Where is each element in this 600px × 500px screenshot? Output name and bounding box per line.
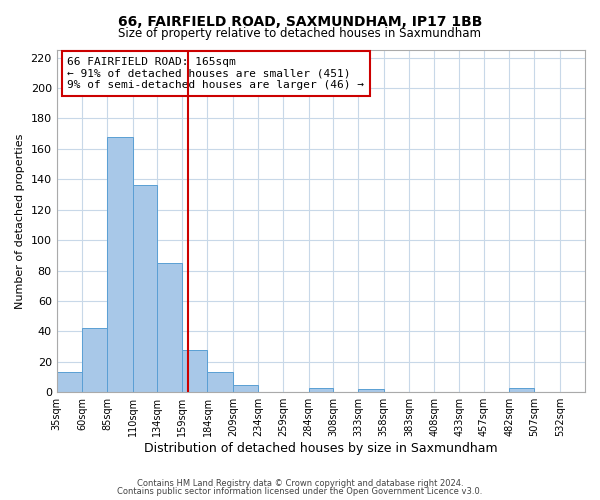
Bar [182,350,208,392]
Text: Contains HM Land Registry data © Crown copyright and database right 2024.: Contains HM Land Registry data © Crown c… [137,478,463,488]
Bar [509,388,535,392]
Bar [233,384,258,392]
Bar [82,328,107,392]
Bar [208,372,233,392]
Bar [133,186,157,392]
Text: 66 FAIRFIELD ROAD: 165sqm
← 91% of detached houses are smaller (451)
9% of semi-: 66 FAIRFIELD ROAD: 165sqm ← 91% of detac… [67,57,364,90]
Y-axis label: Number of detached properties: Number of detached properties [15,134,25,309]
Bar [157,263,182,392]
Text: Contains public sector information licensed under the Open Government Licence v3: Contains public sector information licen… [118,487,482,496]
Text: 66, FAIRFIELD ROAD, SAXMUNDHAM, IP17 1BB: 66, FAIRFIELD ROAD, SAXMUNDHAM, IP17 1BB [118,15,482,29]
Bar [56,372,82,392]
Text: Size of property relative to detached houses in Saxmundham: Size of property relative to detached ho… [119,28,482,40]
X-axis label: Distribution of detached houses by size in Saxmundham: Distribution of detached houses by size … [144,442,497,455]
Bar [107,136,133,392]
Bar [358,389,383,392]
Bar [308,388,333,392]
